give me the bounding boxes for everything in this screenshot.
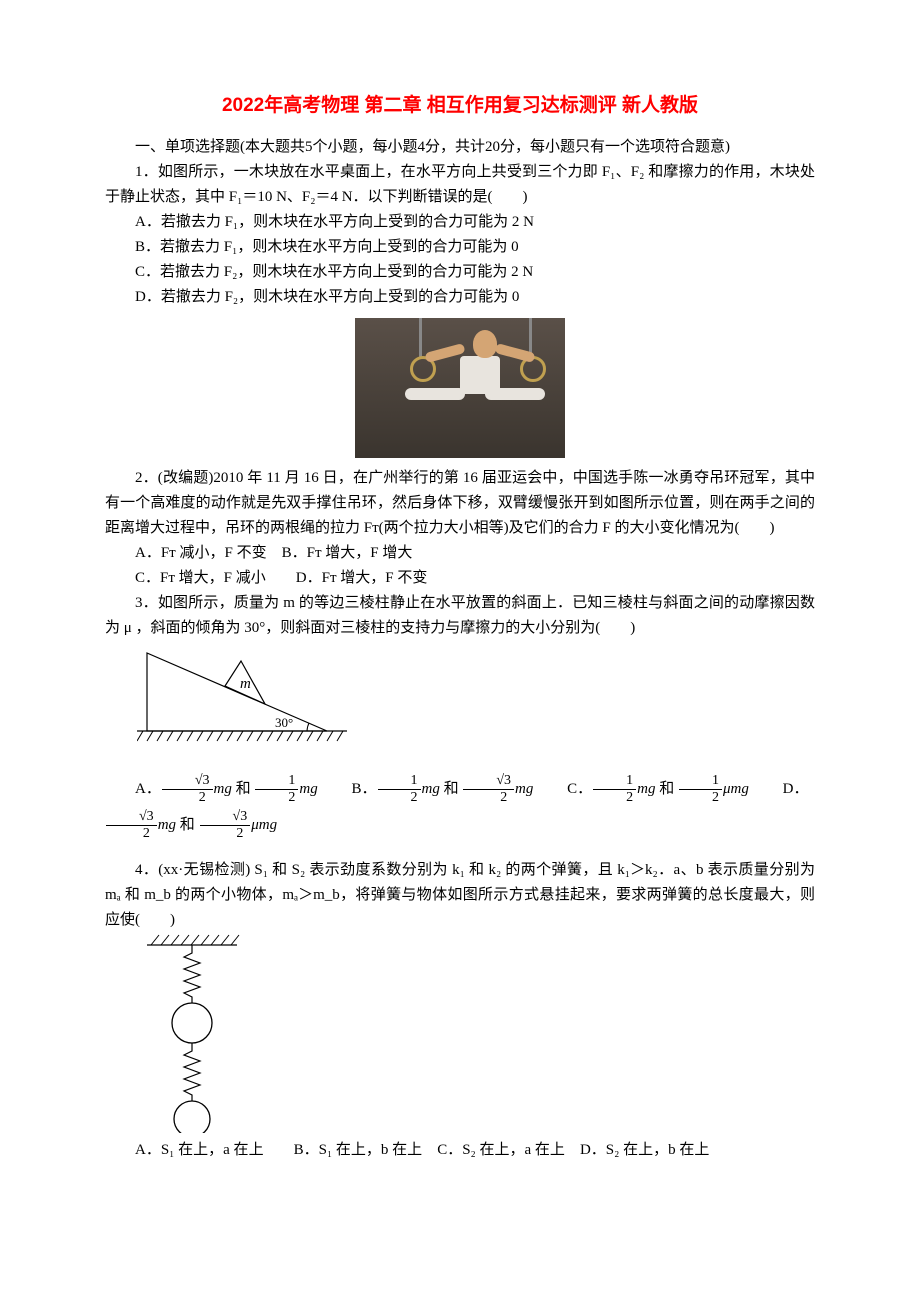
q2-option-d: D．Fᴛ 增大，F 不变: [296, 570, 428, 586]
frac-1-over-2-b: 12: [378, 774, 421, 805]
q4-stem: 4．(xx·无锡检测) S₁ 和 S₂ 表示劲度系数分别为 k₁ 和 k₂ 的两…: [105, 858, 815, 933]
q4-diagram: [137, 933, 815, 1138]
q1-option-d: D．若撤去力 F₂，则木块在水平方向上受到的合力可能为 0: [105, 285, 815, 310]
frac-sqrt3-over-2-b: √32: [463, 774, 514, 805]
gymnast-image: [355, 318, 565, 458]
q1-option-b: B．若撤去力 F₁，则木块在水平方向上受到的合力可能为 0: [105, 235, 815, 260]
q4-options: A．S₁ 在上，a 在上 B．S₁ 在上，b 在上 C．S₂ 在上，a 在上 D…: [105, 1138, 815, 1163]
document-title: 2022年高考物理 第二章 相互作用复习达标测评 新人教版: [105, 90, 815, 117]
q1-option-a: A．若撤去力 F₁，则木块在水平方向上受到的合力可能为 2 N: [105, 210, 815, 235]
incline-prism-svg: m 30°: [137, 641, 357, 751]
frac-sqrt3-over-2-d: √32: [106, 810, 157, 841]
document-page: 2022年高考物理 第二章 相互作用复习达标测评 新人教版 一、单项选择题(本大…: [0, 0, 920, 1203]
frac-1-over-2-c: 12: [593, 774, 636, 805]
q4-option-b: B．S₁ 在上，b 在上: [294, 1142, 423, 1158]
q3-option-d-prefix: D．: [753, 781, 809, 797]
spring-mass-svg: [137, 933, 247, 1133]
frac-sqrt3-over-2: √32: [162, 774, 213, 805]
q3-diagram: m 30°: [137, 641, 815, 756]
section-header: 一、单项选择题(本大题共5个小题，每小题4分，共计20分，每小题只有一个选项符合…: [105, 135, 815, 160]
q1-stem: 1．如图所示，一木块放在水平桌面上，在水平方向上共受到三个力即 F₁、F₂ 和摩…: [105, 160, 815, 210]
q3-stem: 3．如图所示，质量为 m 的等边三棱柱静止在水平放置的斜面上．已知三棱柱与斜面之…: [105, 591, 815, 641]
q3-option-a-prefix: A．: [135, 781, 161, 797]
frac-1-over-2-c2: 12: [679, 774, 722, 805]
q2-option-a: A．Fᴛ 减小，F 不变: [135, 545, 267, 561]
q4-option-c: C．S₂ 在上，a 在上: [437, 1142, 565, 1158]
q4-option-d: D．S₂ 在上，b 在上: [580, 1142, 709, 1158]
q2-stem: 2．(改编题)2010 年 11 月 16 日，在广州举行的第 16 届亚运会中…: [105, 466, 815, 541]
q2-options-row2: C．Fᴛ 增大，F 减小 D．Fᴛ 增大，F 不变: [105, 566, 815, 591]
q2-options-row1: A．Fᴛ 减小，F 不变 B．Fᴛ 增大，F 增大: [105, 541, 815, 566]
svg-text:30°: 30°: [275, 715, 293, 730]
q3-option-c-prefix: C．: [537, 781, 592, 797]
q2-figure-photo: [105, 318, 815, 458]
q1-option-c: C．若撤去力 F₂，则木块在水平方向上受到的合力可能为 2 N: [105, 260, 815, 285]
frac-1-over-2: 12: [255, 774, 298, 805]
q4-option-a: A．S₁ 在上，a 在上: [135, 1142, 264, 1158]
q2-option-b: B．Fᴛ 增大，F 增大: [282, 545, 413, 561]
q2-option-c: C．Fᴛ 增大，F 减小: [135, 570, 266, 586]
frac-sqrt3-over-2-d2: √32: [200, 810, 251, 841]
q3-option-b-prefix: B．: [321, 781, 376, 797]
q3-options: A．√32mg 和 12mg B．12mg 和 √32mg C．12mg 和 1…: [105, 771, 815, 843]
svg-text:m: m: [240, 676, 251, 692]
